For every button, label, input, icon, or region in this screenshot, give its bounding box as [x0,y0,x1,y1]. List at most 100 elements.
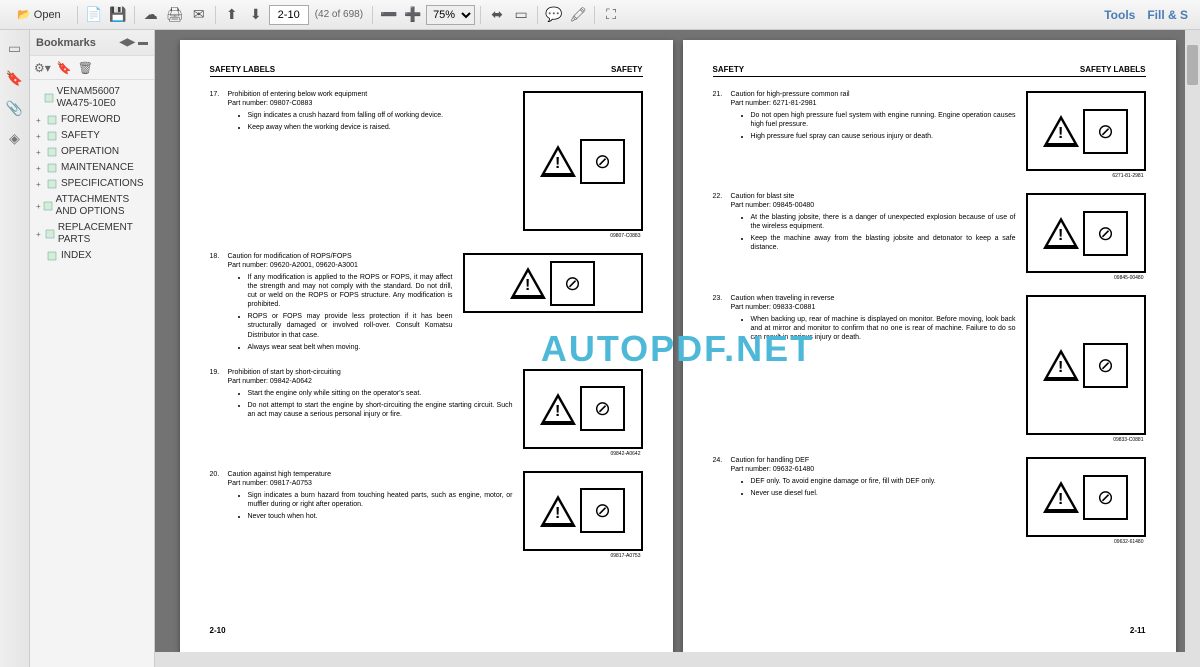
bookmark-item[interactable]: +OPERATION [32,144,152,160]
bookmark-item[interactable]: +MAINTENANCE [32,160,152,176]
fit-page-icon[interactable]: ▭ [510,4,532,26]
label-caption: 09817-A0753 [513,553,643,559]
tools-link[interactable]: Tools [1104,8,1135,22]
collapse-icon[interactable]: ◀▶ [120,37,135,48]
highlight-icon[interactable]: 🖍 [567,4,589,26]
page-header: SAFETY LABELS SAFETY [210,65,643,77]
separator [215,6,216,24]
bookmark-item[interactable]: +ATTACHMENTS AND OPTIONS [32,192,152,220]
bookmark-item[interactable]: +FOREWORD [32,112,152,128]
expand-icon[interactable]: + [36,202,43,211]
label-caption: 09632-61480 [1016,539,1146,545]
thumbnails-icon[interactable]: ▭ [5,38,25,58]
page-number: 2-10 [210,626,226,635]
safety-label-image: !⊘ [523,91,643,231]
item-bullet: Keep the machine away from the blasting … [751,234,1016,252]
side-rail: ▭ 🔖 📎 ◈ [0,30,30,667]
page-left: SAFETY LABELS SAFETY 17. Prohibition of … [180,40,673,655]
scrollbar-vertical[interactable] [1185,30,1200,652]
scrollbar-corner [1185,652,1200,667]
item-bullet: Start the engine only while sitting on t… [248,389,513,398]
new-bookmark-icon[interactable]: 🔖 [57,61,72,75]
separator [537,6,538,24]
page-number: 2-11 [1130,626,1146,635]
bookmark-icon [45,228,55,240]
pdf-viewer[interactable]: AUTOPDF.NET SAFETY LABELS SAFETY 17. Pro… [155,30,1200,667]
safety-item: 17. Prohibition of entering below work e… [210,91,643,239]
expand-icon[interactable]: + [36,116,46,125]
label-caption: 09833-C0881 [1016,437,1146,443]
item-bullet: High pressure fuel spray can cause serio… [751,132,1016,141]
attachments-icon[interactable]: 📎 [5,98,25,118]
item-title: Caution for blast site [731,193,1016,200]
expand-icon[interactable]: + [36,180,46,189]
item-title: Prohibition of start by short-circuiting [228,369,513,376]
item-bullet: When backing up, rear of machine is disp… [751,315,1016,342]
options-icon[interactable]: ⚙▾ [34,61,51,75]
item-bullet: Always wear seat belt when moving. [248,343,453,352]
item-number: 19. [210,369,228,422]
print-icon[interactable]: 🖨 [164,4,186,26]
zoom-select[interactable]: 75% [426,5,475,25]
fit-width-icon[interactable]: ⬌ [486,4,508,26]
item-part-number: Part number: 09620-A2001, 09620-A3001 [228,262,453,269]
open-button[interactable]: 📂 Open [6,4,72,26]
bookmark-item[interactable]: VENAM56007 WA475-10E0 [32,84,152,112]
zoom-in-icon[interactable]: ➕ [402,4,424,26]
bookmark-item[interactable]: +SPECIFICATIONS [32,176,152,192]
comment-icon[interactable]: 💬 [543,4,565,26]
signatures-icon[interactable]: ◈ [5,128,25,148]
bookmark-item[interactable]: + REPLACEMENT PARTS [32,220,152,248]
item-bullet: ROPS or FOPS may provide less protection… [248,312,453,339]
bookmark-icon [46,162,58,174]
bookmark-label: SAFETY [61,130,100,142]
safety-label-image: !⊘ [523,471,643,551]
item-title: Caution for high-pressure common rail [731,91,1016,98]
delete-icon[interactable]: 🗑 [78,61,93,75]
expand-icon[interactable]: + [36,148,46,157]
item-part-number: Part number: 09817-A0753 [228,480,513,487]
bookmarks-panel: Bookmarks ◀▶ ▬ ⚙▾ 🔖 🗑 VENAM56007 WA475-1… [30,30,155,667]
bookmarks-icon[interactable]: 🔖 [5,68,25,88]
bookmark-icon [44,92,54,104]
item-bullet: If any modification is applied to the RO… [248,273,453,309]
bookmark-item[interactable]: + SAFETY [32,128,152,144]
mail-icon[interactable]: ✉ [188,4,210,26]
bookmark-label: REPLACEMENT PARTS [58,222,152,246]
bookmarks-toolbar: ⚙▾ 🔖 🗑 [30,56,154,80]
safety-label-image: !⊘ [1026,295,1146,435]
separator [134,6,135,24]
expand-icon[interactable]: + [36,164,46,173]
panel-controls: ◀▶ ▬ [120,37,148,48]
zoom-out-icon[interactable]: ➖ [378,4,400,26]
close-panel-icon[interactable]: ▬ [138,37,148,48]
item-bullet: Keep away when the working device is rai… [248,123,513,132]
scrollbar-thumb[interactable] [1187,45,1198,85]
item-title: Prohibition of entering below work equip… [228,91,513,98]
safety-label-image: !⊘ [1026,91,1146,171]
bookmarks-header: Bookmarks ◀▶ ▬ [30,30,154,56]
item-bullet: Do not open high pressure fuel system wi… [751,111,1016,129]
bookmark-item[interactable]: INDEX [32,248,152,264]
label-caption: 09842-A0642 [513,451,643,457]
bookmark-icon [46,130,58,142]
fill-sign-link[interactable]: Fill & S [1147,8,1188,22]
page-up-icon[interactable]: ⬆ [221,4,243,26]
expand-icon[interactable]: + [36,230,45,239]
page-header: SAFETY SAFETY LABELS [713,65,1146,77]
main: ▭ 🔖 📎 ◈ Bookmarks ◀▶ ▬ ⚙▾ 🔖 🗑 VENAM56007… [0,30,1200,667]
create-pdf-icon[interactable]: 📄 [83,4,105,26]
expand-icon[interactable]: + [36,132,46,141]
page-input[interactable] [269,5,309,25]
bookmark-icon [46,250,58,262]
read-mode-icon[interactable]: ⛶ [600,4,622,26]
page-down-icon[interactable]: ⬇ [245,4,267,26]
safety-item: 19. Prohibition of start by short-circui… [210,369,643,457]
save-icon[interactable]: 💾 [107,4,129,26]
item-number: 23. [713,295,731,345]
scrollbar-horizontal[interactable] [155,652,1185,667]
page-count: (42 of 698) [315,9,363,20]
cloud-icon[interactable]: ☁ [140,4,162,26]
item-bullet: Sign indicates a crush hazard from falli… [248,111,513,120]
item-number: 21. [713,91,731,144]
